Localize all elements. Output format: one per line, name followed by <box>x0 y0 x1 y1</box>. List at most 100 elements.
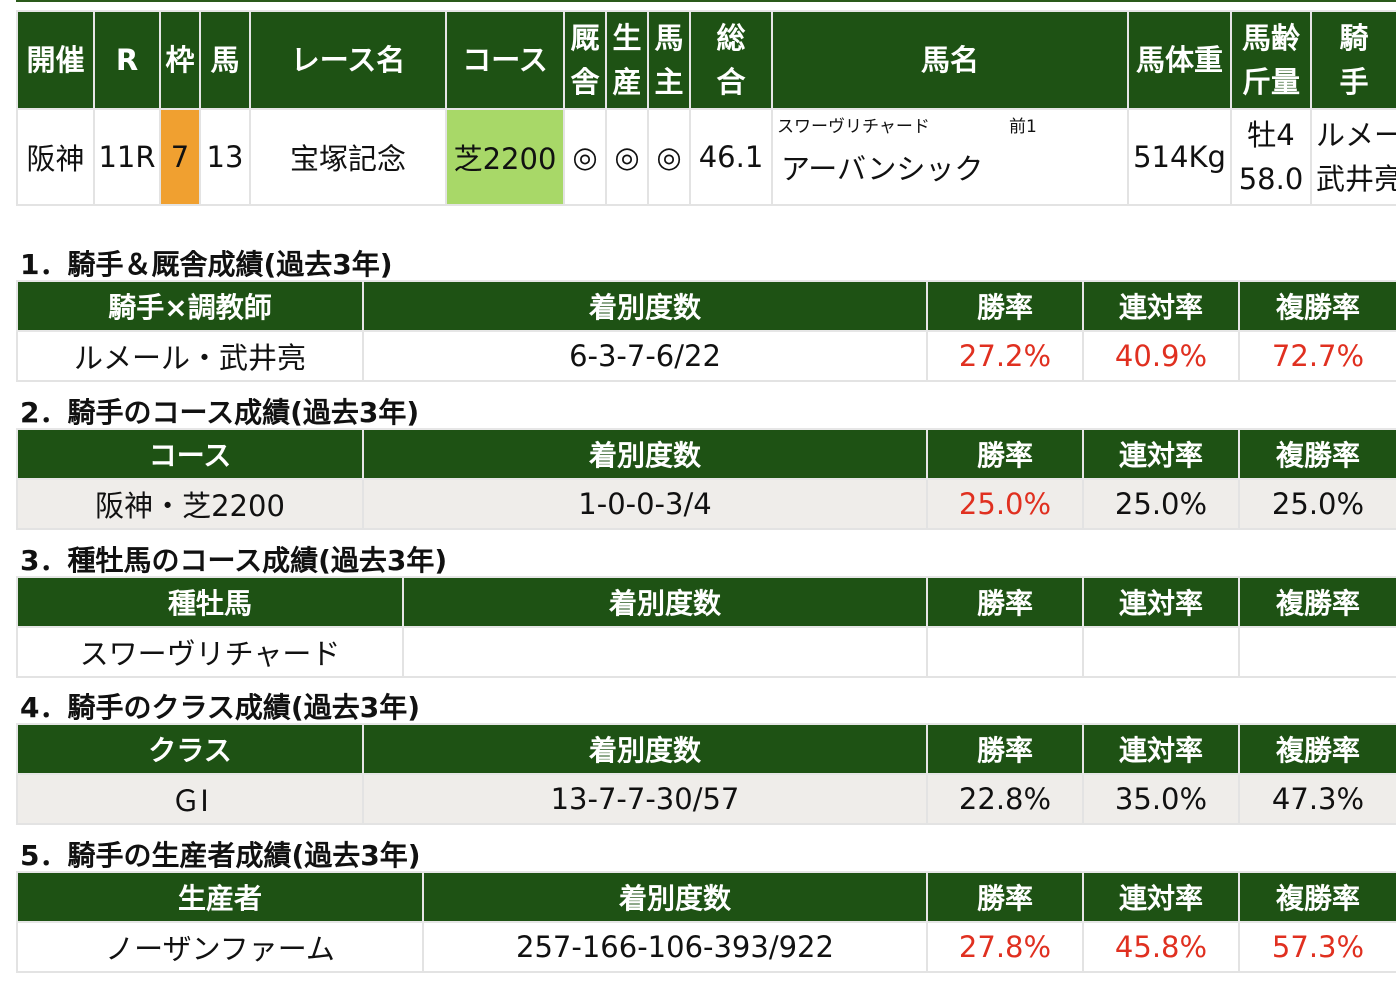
col-name-header: 種牡馬 <box>16 576 404 628</box>
section-5-table: 生産者 着別度数 勝率 連対率 複勝率 ノーザンファーム 257-166-106… <box>16 871 1396 973</box>
col-record-header: 着別度数 <box>402 576 928 628</box>
race-data-row[interactable]: 阪神 11R 7 13 宝塚記念 芝2200 ◎ ◎ ◎ 46.1 スワーヴリチ… <box>16 108 1396 206</box>
cell-record: 257-166-106-393/922 <box>422 921 928 973</box>
col-win-header: 勝率 <box>926 428 1084 480</box>
cell-age-weight: 牡4 58.0 <box>1230 108 1312 206</box>
cell-win-rate: 25.0% <box>926 478 1084 530</box>
col-win-header: 勝率 <box>926 280 1084 332</box>
cell-jockey[interactable]: ルメール 武井亮 <box>1310 108 1396 206</box>
sire-name[interactable]: スワーヴリチャード <box>777 117 930 137</box>
cell-kyusha-mark: ◎ <box>563 108 607 206</box>
cell-fukusho-rate <box>1238 626 1396 678</box>
cell-name: 阪神・芝2200 <box>16 478 364 530</box>
table-row: 阪神・芝2200 1-0-0-3/4 25.0% 25.0% 25.0% <box>16 478 1396 530</box>
cell-name: スワーヴリチャード <box>16 626 404 678</box>
race-header-row: 開催 R 枠 馬 レース名 コース 厩 舎 生 産 馬 主 総 合 馬名 馬体重… <box>16 10 1396 110</box>
header-seisan-1: 生 <box>612 21 642 55</box>
header-weight[interactable]: 馬体重 <box>1127 10 1232 110</box>
cell-fukusho-rate: 72.7% <box>1238 330 1396 382</box>
col-rentai-header: 連対率 <box>1082 280 1240 332</box>
header-age: 馬齢 <box>1241 21 1300 55</box>
section-3-title: 3．種牡馬のコース成績(過去3年) <box>20 544 448 577</box>
cell-rentai-rate <box>1082 626 1240 678</box>
section-2-table: コース 着別度数 勝率 連対率 複勝率 阪神・芝2200 1-0-0-3/4 2… <box>16 428 1396 530</box>
section-1-table: 騎手×調教師 着別度数 勝率 連対率 複勝率 ルメール・武井亮 6-3-7-6/… <box>16 280 1396 382</box>
header-kinryo: 斤量 <box>1241 65 1300 99</box>
header-sogo-1: 総 <box>716 21 746 55</box>
col-fukusho-header: 複勝率 <box>1238 280 1396 332</box>
cell-rentai-rate: 40.9% <box>1082 330 1240 382</box>
horse-name[interactable]: アーバンシック <box>781 152 984 186</box>
table-row: ルメール・武井亮 6-3-7-6/22 27.2% 40.9% 72.7% <box>16 330 1396 382</box>
header-age-weight[interactable]: 馬齢 斤量 <box>1230 10 1312 110</box>
header-kaisai[interactable]: 開催 <box>16 10 95 110</box>
header-sogo-2: 合 <box>716 65 746 99</box>
header-jockey-1: 騎 <box>1339 21 1369 55</box>
col-name-header: クラス <box>16 723 364 775</box>
cell-fukusho-rate: 25.0% <box>1238 478 1396 530</box>
section-4-header: クラス 着別度数 勝率 連対率 複勝率 <box>16 723 1396 775</box>
header-kyusha[interactable]: 厩 舎 <box>563 10 607 110</box>
section-3-table: 種牡馬 着別度数 勝率 連対率 複勝率 スワーヴリチャード <box>16 576 1396 678</box>
section-4-table: クラス 着別度数 勝率 連対率 複勝率 ＧⅠ 13-7-7-30/57 22.8… <box>16 723 1396 825</box>
header-banushi[interactable]: 馬 主 <box>647 10 691 110</box>
header-course[interactable]: コース <box>445 10 565 110</box>
col-rentai-header: 連対率 <box>1082 428 1240 480</box>
header-sogo[interactable]: 総 合 <box>689 10 773 110</box>
cell-sogo: 46.1 <box>689 108 773 206</box>
header-waku[interactable]: 枠 <box>159 10 201 110</box>
header-race-name[interactable]: レース名 <box>249 10 447 110</box>
col-fukusho-header: 複勝率 <box>1238 871 1396 923</box>
cell-win-rate: 27.8% <box>926 921 1084 973</box>
col-name-header: 騎手×調教師 <box>16 280 364 332</box>
horse-age: 牡4 <box>1247 118 1295 152</box>
header-seisan[interactable]: 生 産 <box>605 10 649 110</box>
cell-race-name[interactable]: 宝塚記念 <box>249 108 447 206</box>
cell-weight: 514Kg <box>1127 108 1232 206</box>
cell-name: ＧⅠ <box>16 773 364 825</box>
cell-rentai-rate: 35.0% <box>1082 773 1240 825</box>
cell-horse[interactable]: スワーヴリチャード 前1 アーバンシック <box>771 108 1129 206</box>
cell-win-rate: 27.2% <box>926 330 1084 382</box>
section-2-header: コース 着別度数 勝率 連対率 複勝率 <box>16 428 1396 480</box>
header-kyusha-2: 舎 <box>570 65 600 99</box>
header-jockey[interactable]: 騎 手 <box>1310 10 1396 110</box>
header-horse-name[interactable]: 馬名 <box>771 10 1129 110</box>
header-banushi-1: 馬 <box>654 21 684 55</box>
cell-record <box>402 626 928 678</box>
col-fukusho-header: 複勝率 <box>1238 723 1396 775</box>
cell-record: 13-7-7-30/57 <box>362 773 928 825</box>
cell-win-rate: 22.8% <box>926 773 1084 825</box>
col-record-header: 着別度数 <box>362 723 928 775</box>
col-win-header: 勝率 <box>926 576 1084 628</box>
top-rule <box>16 0 1396 2</box>
cell-waku: 7 <box>159 108 201 206</box>
table-row: スワーヴリチャード <box>16 626 1396 678</box>
col-win-header: 勝率 <box>926 871 1084 923</box>
cell-seisan-mark: ◎ <box>605 108 649 206</box>
table-row: ノーザンファーム 257-166-106-393/922 27.8% 45.8%… <box>16 921 1396 973</box>
cell-fukusho-rate: 47.3% <box>1238 773 1396 825</box>
jockey-name[interactable]: ルメール <box>1316 118 1395 152</box>
cell-race: 11R <box>93 108 161 206</box>
section-4-title: 4．騎手のクラス成績(過去3年) <box>20 691 421 724</box>
section-2-title: 2．騎手のコース成績(過去3年) <box>20 396 420 429</box>
header-uma[interactable]: 馬 <box>199 10 251 110</box>
kinryo: 58.0 <box>1238 162 1304 196</box>
header-jockey-2: 手 <box>1339 65 1369 99</box>
race-info-table: 開催 R 枠 馬 レース名 コース 厩 舎 生 産 馬 主 総 合 馬名 馬体重… <box>16 10 1396 206</box>
cell-kaisai: 阪神 <box>16 108 95 206</box>
cell-course: 芝2200 <box>445 108 565 206</box>
col-record-header: 着別度数 <box>422 871 928 923</box>
section-5-header: 生産者 着別度数 勝率 連対率 複勝率 <box>16 871 1396 923</box>
cell-banushi-mark: ◎ <box>647 108 691 206</box>
section-1-header: 騎手×調教師 着別度数 勝率 連対率 複勝率 <box>16 280 1396 332</box>
section-1-title: 1．騎手＆厩舎成績(過去3年) <box>20 248 393 281</box>
previous-finish: 前1 <box>1009 117 1037 137</box>
cell-name: ルメール・武井亮 <box>16 330 364 382</box>
cell-win-rate <box>926 626 1084 678</box>
col-name-header: 生産者 <box>16 871 424 923</box>
trainer-name[interactable]: 武井亮 <box>1316 162 1396 196</box>
header-race[interactable]: R <box>93 10 161 110</box>
col-rentai-header: 連対率 <box>1082 723 1240 775</box>
